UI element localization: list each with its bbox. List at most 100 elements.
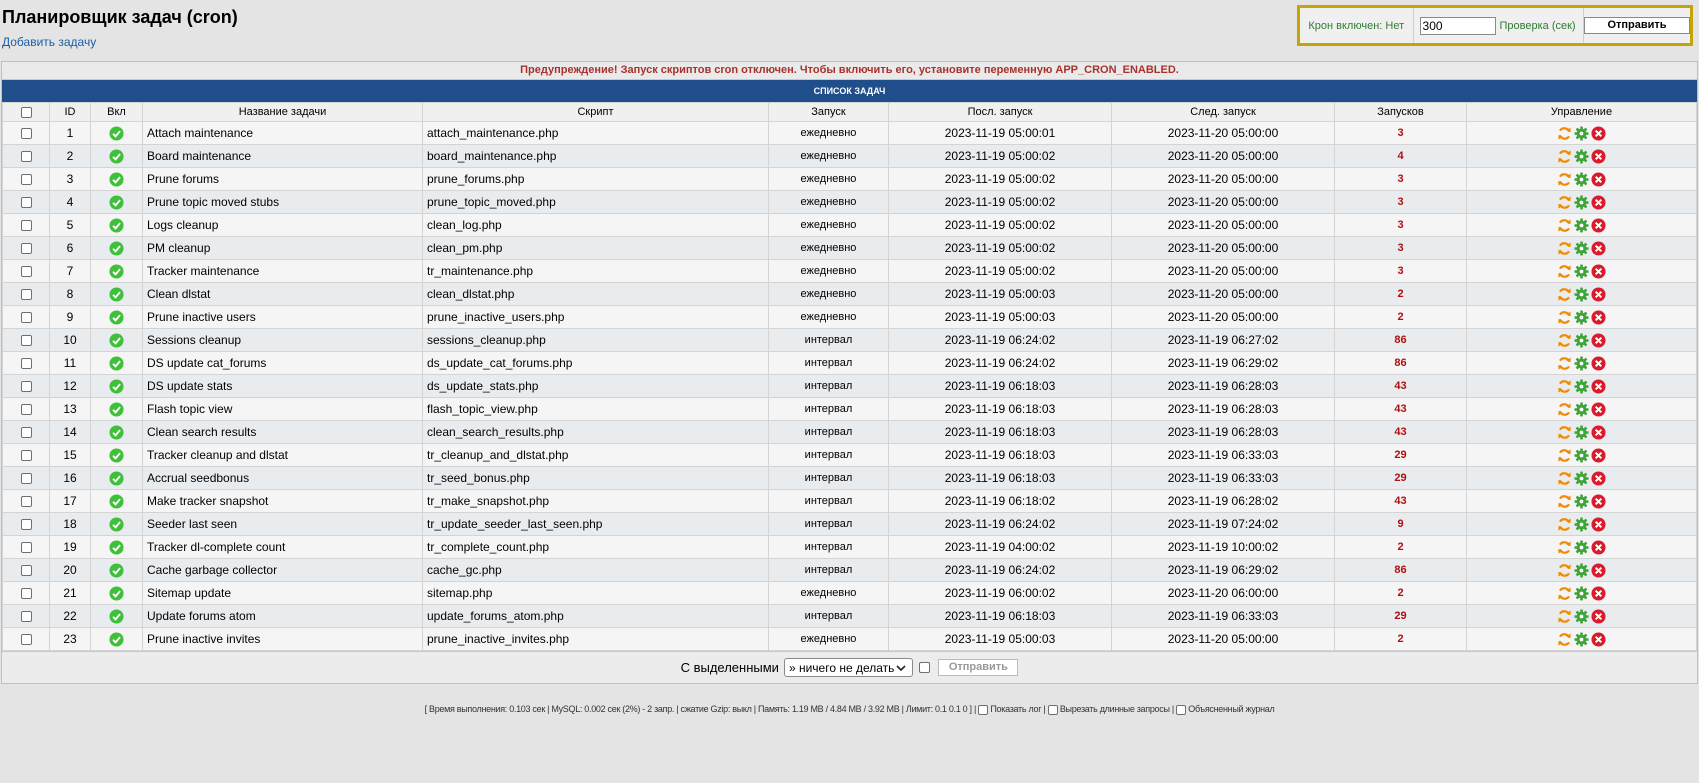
row-select-checkbox[interactable] (20, 220, 32, 232)
cron-submit-button[interactable]: Отправить (1584, 17, 1690, 34)
delete-icon[interactable] (1591, 195, 1606, 210)
check-circle-icon[interactable] (109, 356, 124, 371)
row-select-checkbox[interactable] (20, 634, 32, 646)
bulk-confirm-checkbox[interactable] (919, 662, 931, 673)
refresh-icon[interactable] (1557, 425, 1572, 440)
row-select-checkbox[interactable] (20, 519, 32, 531)
row-select-checkbox[interactable] (20, 128, 32, 140)
gear-icon[interactable] (1574, 586, 1589, 601)
gear-icon[interactable] (1574, 172, 1589, 187)
row-select-checkbox[interactable] (20, 404, 32, 416)
gear-icon[interactable] (1574, 563, 1589, 578)
refresh-icon[interactable] (1557, 218, 1572, 233)
check-circle-icon[interactable] (109, 287, 124, 302)
gear-icon[interactable] (1574, 287, 1589, 302)
refresh-icon[interactable] (1557, 310, 1572, 325)
check-circle-icon[interactable] (109, 632, 124, 647)
check-circle-icon[interactable] (109, 241, 124, 256)
delete-icon[interactable] (1591, 471, 1606, 486)
gear-icon[interactable] (1574, 540, 1589, 555)
refresh-icon[interactable] (1557, 517, 1572, 532)
gear-icon[interactable] (1574, 379, 1589, 394)
row-select-checkbox[interactable] (20, 565, 32, 577)
row-select-checkbox[interactable] (20, 266, 32, 278)
bulk-action-select[interactable]: » ничего не делать (783, 658, 914, 677)
row-select-checkbox[interactable] (20, 151, 32, 163)
row-select-checkbox[interactable] (20, 312, 32, 324)
gear-icon[interactable] (1574, 310, 1589, 325)
row-select-checkbox[interactable] (20, 450, 32, 462)
delete-icon[interactable] (1591, 379, 1606, 394)
delete-icon[interactable] (1591, 287, 1606, 302)
delete-icon[interactable] (1591, 149, 1606, 164)
gear-icon[interactable] (1574, 448, 1589, 463)
delete-icon[interactable] (1591, 540, 1606, 555)
check-circle-icon[interactable] (109, 149, 124, 164)
delete-icon[interactable] (1591, 402, 1606, 417)
explained-log-checkbox[interactable] (1176, 704, 1187, 715)
check-circle-icon[interactable] (109, 517, 124, 532)
delete-icon[interactable] (1591, 218, 1606, 233)
gear-icon[interactable] (1574, 195, 1589, 210)
delete-icon[interactable] (1591, 310, 1606, 325)
refresh-icon[interactable] (1557, 609, 1572, 624)
delete-icon[interactable] (1591, 126, 1606, 141)
refresh-icon[interactable] (1557, 563, 1572, 578)
row-select-checkbox[interactable] (20, 358, 32, 370)
delete-icon[interactable] (1591, 609, 1606, 624)
check-circle-icon[interactable] (109, 402, 124, 417)
gear-icon[interactable] (1574, 218, 1589, 233)
row-select-checkbox[interactable] (20, 588, 32, 600)
delete-icon[interactable] (1591, 425, 1606, 440)
row-select-checkbox[interactable] (20, 289, 32, 301)
delete-icon[interactable] (1591, 241, 1606, 256)
refresh-icon[interactable] (1557, 149, 1572, 164)
refresh-icon[interactable] (1557, 126, 1572, 141)
gear-icon[interactable] (1574, 494, 1589, 509)
refresh-icon[interactable] (1557, 402, 1572, 417)
gear-icon[interactable] (1574, 402, 1589, 417)
check-period-input[interactable] (1419, 16, 1496, 35)
refresh-icon[interactable] (1557, 632, 1572, 647)
refresh-icon[interactable] (1557, 494, 1572, 509)
row-select-checkbox[interactable] (20, 381, 32, 393)
refresh-icon[interactable] (1557, 356, 1572, 371)
delete-icon[interactable] (1591, 264, 1606, 279)
row-select-checkbox[interactable] (20, 335, 32, 347)
gear-icon[interactable] (1574, 609, 1589, 624)
bulk-submit-button[interactable]: Отправить (938, 659, 1019, 676)
gear-icon[interactable] (1574, 149, 1589, 164)
gear-icon[interactable] (1574, 241, 1589, 256)
refresh-icon[interactable] (1557, 241, 1572, 256)
show-log-checkbox[interactable] (978, 704, 989, 715)
delete-icon[interactable] (1591, 586, 1606, 601)
cut-queries-checkbox[interactable] (1047, 704, 1058, 715)
refresh-icon[interactable] (1557, 586, 1572, 601)
refresh-icon[interactable] (1557, 333, 1572, 348)
delete-icon[interactable] (1591, 448, 1606, 463)
delete-icon[interactable] (1591, 356, 1606, 371)
delete-icon[interactable] (1591, 563, 1606, 578)
refresh-icon[interactable] (1557, 287, 1572, 302)
check-circle-icon[interactable] (109, 563, 124, 578)
check-circle-icon[interactable] (109, 609, 124, 624)
check-circle-icon[interactable] (109, 172, 124, 187)
gear-icon[interactable] (1574, 126, 1589, 141)
check-circle-icon[interactable] (109, 218, 124, 233)
check-circle-icon[interactable] (109, 264, 124, 279)
delete-icon[interactable] (1591, 172, 1606, 187)
row-select-checkbox[interactable] (20, 611, 32, 623)
check-circle-icon[interactable] (109, 586, 124, 601)
add-task-link[interactable]: Добавить задачу (2, 35, 97, 49)
row-select-checkbox[interactable] (20, 427, 32, 439)
refresh-icon[interactable] (1557, 264, 1572, 279)
row-select-checkbox[interactable] (20, 542, 32, 554)
check-circle-icon[interactable] (109, 195, 124, 210)
delete-icon[interactable] (1591, 333, 1606, 348)
gear-icon[interactable] (1574, 517, 1589, 532)
row-select-checkbox[interactable] (20, 174, 32, 186)
check-circle-icon[interactable] (109, 471, 124, 486)
refresh-icon[interactable] (1557, 379, 1572, 394)
refresh-icon[interactable] (1557, 540, 1572, 555)
gear-icon[interactable] (1574, 425, 1589, 440)
